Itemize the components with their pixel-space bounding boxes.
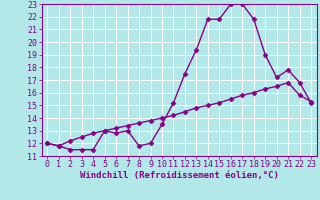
X-axis label: Windchill (Refroidissement éolien,°C): Windchill (Refroidissement éolien,°C) xyxy=(80,171,279,180)
